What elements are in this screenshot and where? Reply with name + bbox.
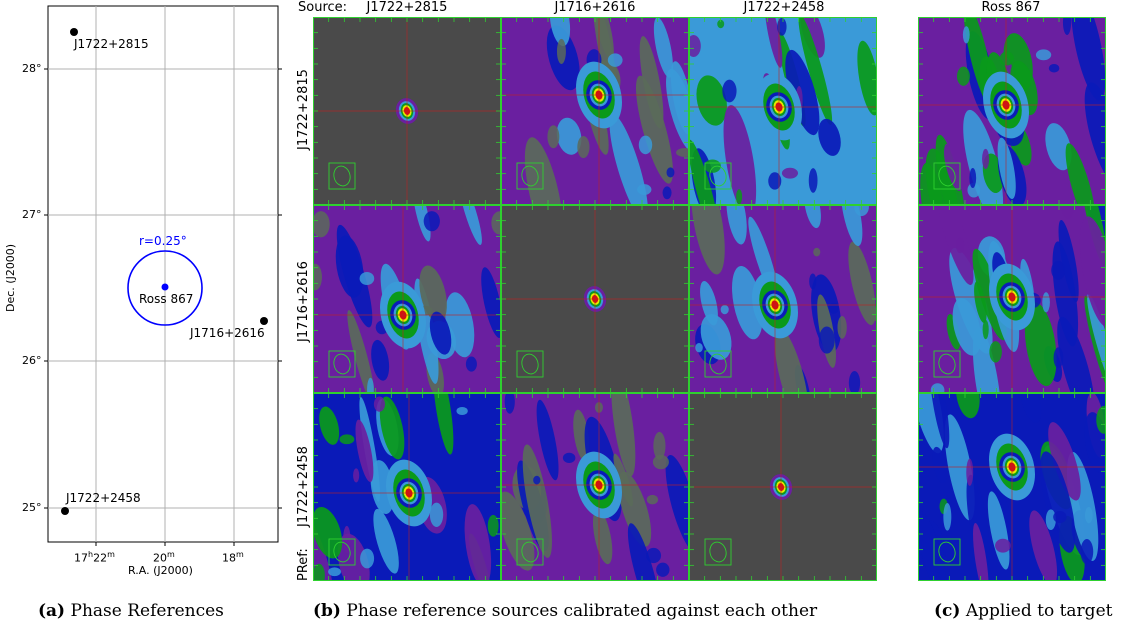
source-label-j1722-2458: J1722+2458	[66, 491, 141, 505]
tile-image	[313, 17, 501, 205]
source-label-j1722-2815: J1722+2815	[74, 37, 149, 51]
x-tick-17h22m: 17h22m	[74, 550, 115, 565]
tile-image	[313, 393, 501, 581]
x-axis-label: R.A. (J2000)	[128, 564, 193, 577]
panel-a-frame	[47, 5, 279, 543]
column-title-target: Ross 867	[981, 0, 1041, 15]
tile-image	[501, 205, 689, 393]
y-tick-25: 25°	[22, 501, 42, 514]
row-label-2: J1716+2616	[296, 261, 311, 342]
y-axis-label: Dec. (J2000)	[4, 243, 17, 312]
tile-image	[501, 17, 689, 205]
y-tick-26: 26°	[22, 354, 42, 367]
x-tick-18m: 18m	[222, 550, 244, 565]
column-title-3: J1722+2458	[743, 0, 825, 15]
image-tile-r3-c3	[689, 393, 877, 581]
column-title-1: J1722+2815	[366, 0, 448, 15]
source-marker-j1722-2458	[61, 507, 69, 515]
y-tick-28: 28°	[22, 62, 42, 75]
tile-image	[689, 205, 877, 393]
image-tile-r1-c1	[313, 17, 501, 205]
tile-image	[689, 393, 877, 581]
tile-image	[918, 17, 1106, 205]
radius-label: r=0.25°	[139, 234, 187, 248]
panel-a-grid	[48, 6, 278, 542]
tile-image	[918, 393, 1106, 581]
image-tile-r2-c2	[501, 205, 689, 393]
tile-image	[501, 393, 689, 581]
x-tick-20m: 20m	[153, 550, 175, 565]
y-tick-27: 27°	[22, 208, 42, 221]
column-title-2: J1716+2616	[554, 0, 636, 15]
image-tile-r2-c4	[918, 205, 1106, 393]
row-label-1: J1722+2815	[296, 69, 311, 150]
image-tile-r2-c3	[689, 205, 877, 393]
image-tile-r3-c2	[501, 393, 689, 581]
image-tile-r1-c2	[501, 17, 689, 205]
source-marker-j1722-2815	[70, 28, 78, 36]
tile-image	[918, 205, 1106, 393]
source-marker-j1716-2616	[260, 317, 268, 325]
image-tile-r3-c1	[313, 393, 501, 581]
caption-c: (c) Applied to target	[934, 601, 1113, 621]
source-prefix: Source:	[298, 0, 348, 15]
image-tile-r1-c4	[918, 17, 1106, 205]
target-label-ross-867: Ross 867	[139, 292, 194, 306]
pref-label: PRef:	[296, 548, 311, 581]
image-tile-r1-c3	[689, 17, 877, 205]
image-tile-r3-c4	[918, 393, 1106, 581]
image-tile-r2-c1	[313, 205, 501, 393]
tile-image	[313, 205, 501, 393]
tile-image	[689, 17, 877, 205]
target-radius-circle	[127, 250, 203, 326]
target-marker-ross-867	[161, 283, 169, 291]
row-label-3: J1722+2458	[296, 446, 311, 527]
panel-a-sky-map	[44, 5, 282, 546]
caption-b: (b) Phase reference sources calibrated a…	[313, 601, 818, 621]
caption-a: (a) Phase References	[38, 601, 224, 621]
source-label-j1716-2616: J1716+2616	[190, 326, 265, 340]
